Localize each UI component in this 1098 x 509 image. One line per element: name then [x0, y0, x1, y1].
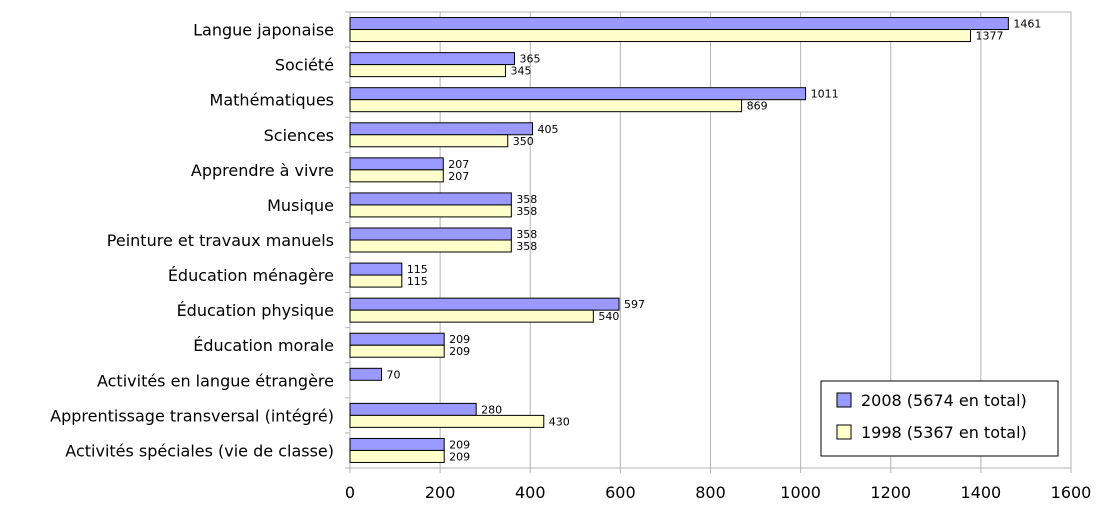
category-label-societe: Société — [275, 56, 334, 75]
data-label-societe-2008: 365 — [519, 53, 540, 66]
x-tick-label-400: 400 — [515, 483, 546, 502]
data-label-activites-speciales-vie-de-classe-1998: 209 — [449, 450, 470, 463]
bar-societe-2008 — [349, 52, 515, 66]
bar-musique-2008 — [349, 192, 512, 206]
data-label-peinture-et-travaux-manuels-2008: 358 — [516, 228, 537, 241]
bar-activites-speciales-vie-de-classe-2008 — [349, 437, 445, 451]
x-tick-labels: 0 200 400 600 800 1000 1200 1400 1600 — [345, 483, 1091, 502]
bar-activites-speciales-vie-de-classe-1998 — [349, 449, 445, 463]
data-label-education-physique-1998: 540 — [598, 310, 619, 323]
bar-langue-japonaise-1998 — [349, 29, 972, 43]
data-label-education-physique-2008: 597 — [624, 298, 645, 311]
bar-sciences-1998 — [349, 134, 509, 148]
data-label-education-menagere-2008: 115 — [407, 263, 428, 276]
bar-peinture-et-travaux-manuels-1998 — [349, 239, 512, 253]
x-tick-label-1600: 1600 — [1051, 483, 1092, 502]
bar-education-morale-1998 — [349, 344, 445, 358]
bar-langue-japonaise-2008 — [349, 17, 1009, 31]
x-tick-label-1200: 1200 — [870, 483, 911, 502]
bar-apprentissage-transversal-integre-1998 — [349, 414, 545, 428]
bar-musique-1998 — [349, 204, 512, 218]
data-label-apprendre-a-vivre-2008: 207 — [448, 158, 469, 171]
data-label-education-morale-1998: 209 — [449, 345, 470, 358]
bar-apprendre-a-vivre-1998 — [349, 169, 444, 183]
x-tick-label-1400: 1400 — [961, 483, 1002, 502]
bar-apprendre-a-vivre-2008 — [349, 157, 444, 171]
bar-education-menagere-1998 — [349, 274, 403, 288]
data-label-langue-japonaise-1998: 1377 — [976, 30, 1004, 43]
category-label-apprentissage-transversal-integre: Apprentissage transversal (intégré) — [50, 406, 334, 425]
data-label-activites-en-langue-etrangere-2008: 70 — [387, 368, 401, 381]
x-tick-label-0: 0 — [345, 483, 355, 502]
legend-box — [820, 380, 1059, 457]
data-label-education-menagere-1998: 115 — [407, 275, 428, 288]
bar-mathematiques-1998 — [349, 99, 743, 113]
legend-swatch-2008 — [836, 392, 852, 408]
bar-sciences-2008 — [349, 122, 534, 136]
category-labels: Langue japonaise Société Mathématiques Scie… — [50, 21, 334, 461]
x-tick-label-800: 800 — [695, 483, 726, 502]
legend-swatch-1998 — [836, 424, 852, 440]
legend: 2008 (5674 en total) 1998 (5367 en total… — [820, 380, 1059, 457]
bar-societe-1998 — [349, 64, 506, 78]
category-label-education-physique: Éducation physique — [177, 301, 334, 320]
bar-education-morale-2008 — [349, 332, 445, 346]
bar-activites-en-langue-etrangere-2008 — [349, 367, 383, 381]
bars-group — [349, 17, 1009, 463]
bar-education-menagere-2008 — [349, 262, 403, 276]
data-label-activites-speciales-vie-de-classe-2008: 209 — [449, 438, 470, 451]
category-label-langue-japonaise: Langue japonaise — [193, 21, 334, 40]
category-label-musique: Musique — [267, 196, 334, 215]
data-label-langue-japonaise-2008: 1461 — [1013, 18, 1041, 31]
bar-education-physique-1998 — [349, 309, 594, 323]
category-label-education-menagere: Éducation ménagère — [168, 266, 334, 285]
data-label-apprentissage-transversal-integre-1998: 430 — [549, 415, 570, 428]
x-tick-label-600: 600 — [605, 483, 636, 502]
data-label-musique-1998: 358 — [516, 205, 537, 218]
legend-label-1998: 1998 (5367 en total) — [861, 423, 1027, 442]
bar-apprentissage-transversal-integre-2008 — [349, 402, 477, 416]
data-label-mathematiques-1998: 869 — [747, 100, 768, 113]
data-label-apprendre-a-vivre-1998: 207 — [448, 170, 469, 183]
data-labels: 1461137736534510118694053502072073583583… — [387, 18, 1042, 464]
category-label-sciences: Sciences — [264, 126, 334, 145]
data-label-peinture-et-travaux-manuels-1998: 358 — [516, 240, 537, 253]
bar-mathematiques-2008 — [349, 87, 807, 101]
category-label-education-morale: Éducation morale — [193, 336, 334, 355]
category-label-mathematiques: Mathématiques — [210, 91, 334, 110]
category-label-activites-speciales-vie-de-classe: Activités spéciales (vie de classe) — [65, 441, 334, 460]
legend-label-2008: 2008 (5674 en total) — [861, 391, 1027, 410]
bar-peinture-et-travaux-manuels-2008 — [349, 227, 512, 241]
data-label-sciences-2008: 405 — [538, 123, 559, 136]
bar-education-physique-2008 — [349, 297, 620, 311]
category-label-apprendre-a-vivre: Apprendre à vivre — [191, 161, 334, 180]
data-label-education-morale-2008: 209 — [449, 333, 470, 346]
x-tick-label-200: 200 — [425, 483, 456, 502]
category-label-peinture-et-travaux-manuels: Peinture et travaux manuels — [107, 231, 334, 250]
data-label-mathematiques-2008: 1011 — [811, 88, 839, 101]
data-label-apprentissage-transversal-integre-2008: 280 — [481, 403, 502, 416]
category-label-activites-en-langue-etrangere: Activités en langue étrangère — [97, 371, 334, 390]
data-label-societe-1998: 345 — [510, 65, 531, 78]
data-label-sciences-1998: 350 — [513, 135, 534, 148]
data-label-musique-2008: 358 — [516, 193, 537, 206]
x-tick-label-1000: 1000 — [780, 483, 821, 502]
